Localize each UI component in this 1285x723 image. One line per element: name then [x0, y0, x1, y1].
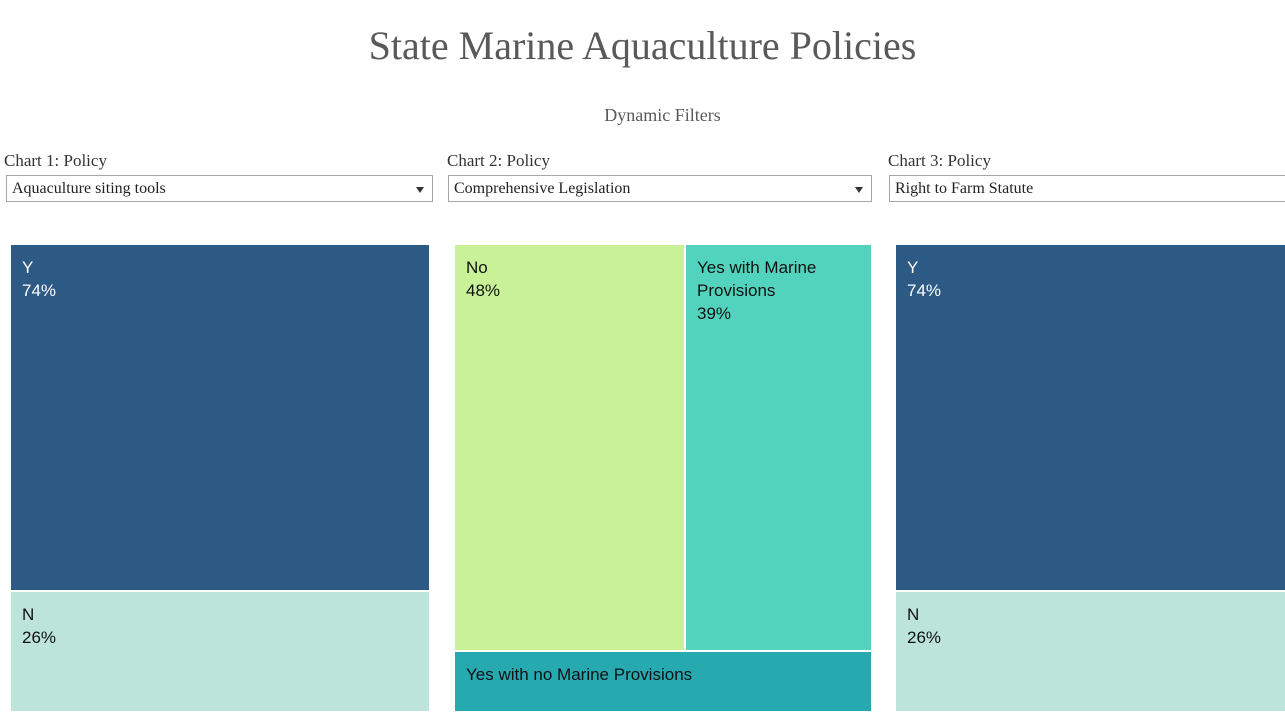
treemap-cell-y[interactable]: Y 74%: [11, 245, 429, 590]
chart2-policy-select[interactable]: Comprehensive Legislation: [448, 175, 872, 202]
cell-value: 74%: [907, 281, 942, 300]
dropdown-arrow-icon[interactable]: [416, 187, 424, 193]
chart1-filter-label: Chart 1: Policy: [4, 151, 107, 170]
treemap-cell-no[interactable]: No 48%: [455, 245, 684, 650]
treemap-cell-n[interactable]: N 26%: [11, 592, 429, 711]
dropdown-arrow-icon[interactable]: [855, 187, 863, 193]
page-title: State Marine Aquaculture Policies: [368, 23, 917, 68]
cell-label: Yes with no Marine Provisions: [466, 665, 693, 684]
chart3-policy-select[interactable]: Right to Farm Statute: [889, 175, 1285, 202]
treemap-cell-yes-with-marine-provisions[interactable]: Yes with Marine Provisions 39%: [686, 245, 871, 650]
cell-label: N: [22, 605, 35, 624]
chart1-policy-select[interactable]: Aquaculture siting tools: [6, 175, 433, 202]
chart1-treemap: Y 74% N 26%: [11, 245, 429, 711]
chart2-filter-label: Chart 2: Policy: [447, 151, 550, 170]
cell-value: 48%: [466, 281, 501, 300]
chart2-treemap: No 48% Yes with Marine Provisions 39% Yes wi…: [455, 245, 871, 711]
treemap-cell-yes-with-no-marine-provisions[interactable]: Yes with no Marine Provisions: [455, 652, 871, 711]
chart1-selected-value: Aquaculture siting tools: [12, 180, 166, 197]
cell-value: 74%: [22, 281, 57, 300]
chart2-selected-value: Comprehensive Legislation: [454, 180, 631, 197]
cell-label: Y: [22, 258, 34, 277]
cell-value: 26%: [907, 628, 942, 647]
chart3-selected-value: Right to Farm Statute: [895, 180, 1034, 197]
cell-label: No: [466, 258, 488, 277]
cell-value: 39%: [697, 304, 732, 323]
chart3-filter-label: Chart 3: Policy: [888, 151, 991, 170]
dynamic-filters-heading: Dynamic Filters: [604, 105, 721, 125]
cell-label: Y: [907, 258, 919, 277]
chart3-treemap: Y 74% N 26%: [896, 245, 1285, 711]
treemap-cell-n[interactable]: N 26%: [896, 592, 1285, 711]
treemap-cell-y[interactable]: Y 74%: [896, 245, 1285, 590]
cell-value: 26%: [22, 628, 57, 647]
cell-label: Yes with Marine Provisions: [697, 258, 817, 300]
cell-label: N: [907, 605, 920, 624]
